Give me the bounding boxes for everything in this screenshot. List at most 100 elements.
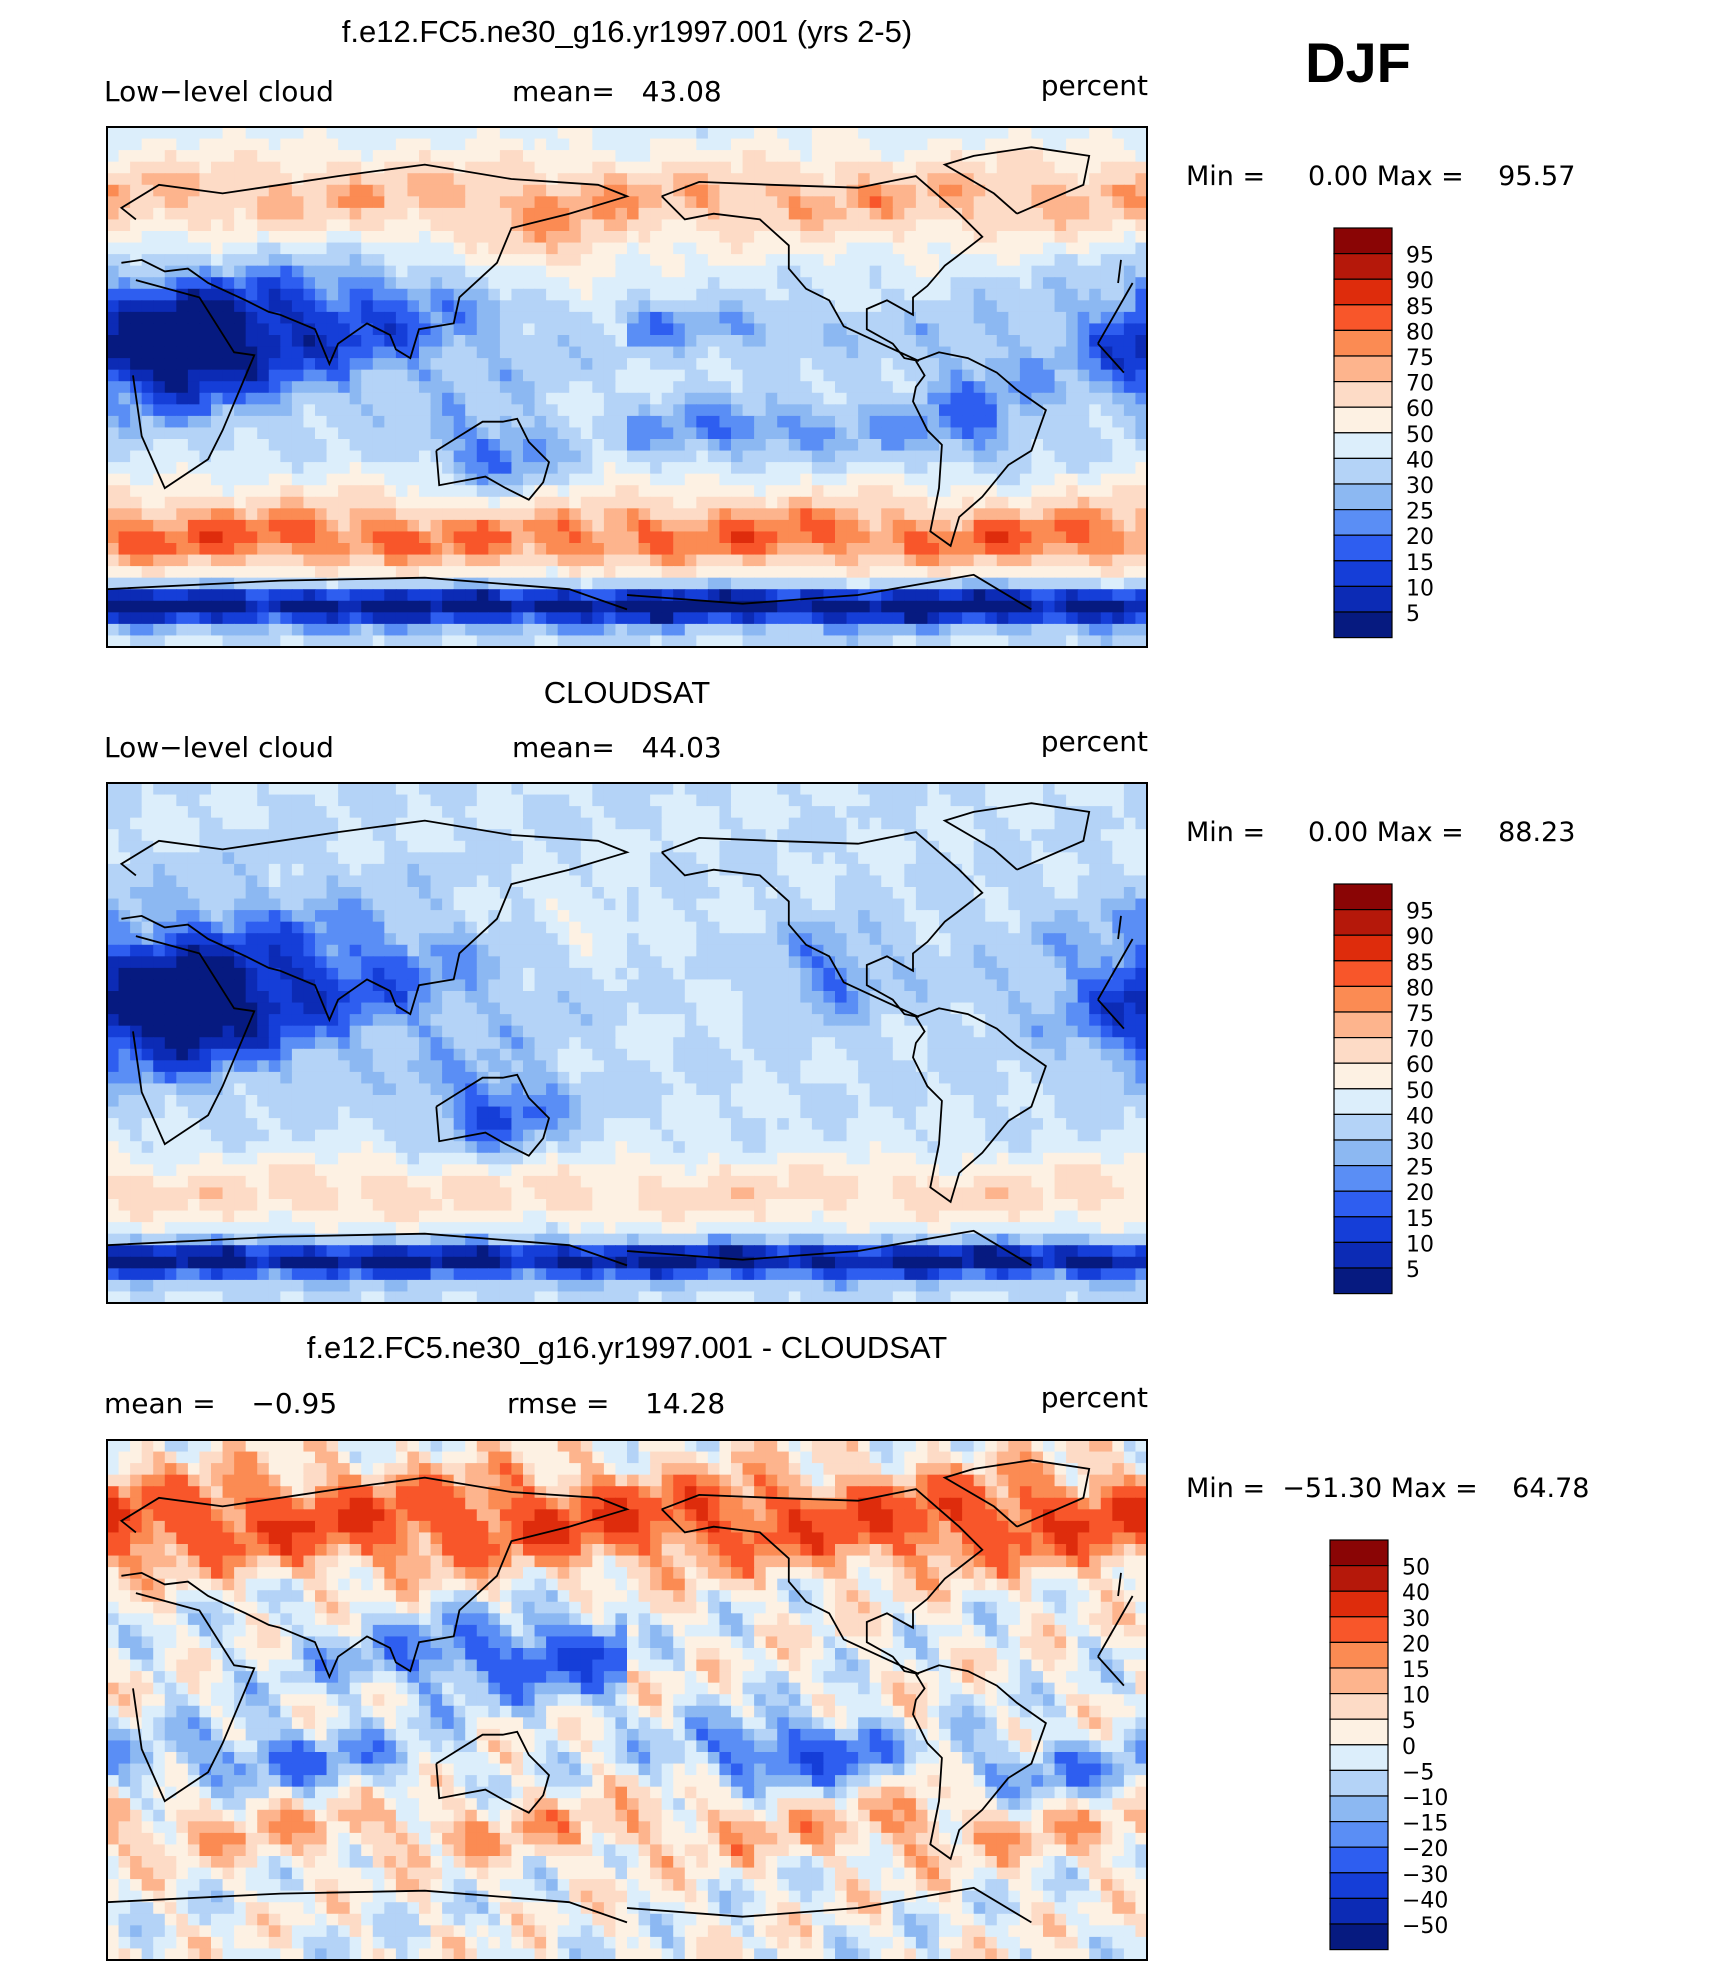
field-cell [800, 323, 813, 336]
field-cell [384, 840, 397, 853]
field-cell [442, 277, 455, 290]
field-cell [419, 473, 432, 486]
field-cell [996, 806, 1009, 819]
field-cell [1008, 887, 1021, 900]
field-cell [915, 554, 929, 567]
field-cell [846, 207, 859, 221]
field-cell [754, 161, 767, 174]
field-cell [361, 806, 374, 819]
field-cell [858, 439, 871, 452]
field-cell [823, 242, 836, 255]
field-cell [650, 783, 663, 796]
field-cell [245, 635, 258, 647]
field-cell [650, 531, 663, 544]
field-cell [603, 485, 617, 498]
field-cell [592, 427, 605, 440]
field-cell [754, 887, 767, 900]
field-cell [754, 277, 767, 290]
field-cell [892, 288, 905, 301]
field-cell [280, 566, 293, 579]
field-cell [211, 254, 224, 267]
field-cell [707, 392, 721, 405]
field-cell [811, 231, 825, 244]
field-cell [1008, 288, 1021, 301]
field-cell [1077, 600, 1090, 613]
field-cell [627, 277, 640, 290]
field-cell [719, 554, 732, 567]
field-cell [511, 508, 524, 521]
field-cell [569, 288, 582, 301]
field-cell [1100, 852, 1113, 865]
field-cell [384, 783, 397, 796]
field-cell [499, 196, 513, 209]
field-cell [603, 462, 617, 475]
field-cell [338, 887, 351, 900]
field-cell [800, 519, 813, 533]
field-cell [673, 806, 686, 819]
field-cell [488, 600, 501, 613]
field-cell [222, 127, 235, 140]
field-cell [650, 150, 663, 163]
field-cell [615, 323, 628, 336]
field-cell [1089, 600, 1102, 613]
field-cell [546, 543, 559, 556]
field-cell [384, 254, 397, 267]
field-cell [661, 219, 674, 232]
field-cell [222, 783, 235, 796]
field-cell [580, 439, 593, 452]
field-cell [719, 311, 732, 325]
field-cell [107, 806, 120, 819]
field-cell [1019, 265, 1033, 278]
field-cell [1031, 127, 1044, 140]
field-cell [407, 358, 420, 371]
field-cell [465, 852, 478, 865]
field-cell [638, 450, 651, 463]
field-cell [176, 346, 189, 359]
field-cell [118, 519, 131, 533]
field-cell [673, 138, 686, 151]
field-cell [442, 852, 455, 865]
field-cell [719, 265, 732, 278]
field-cell [777, 392, 790, 405]
field-cell [523, 589, 536, 602]
field-cell [245, 207, 258, 221]
field-cell [973, 150, 986, 163]
field-cell [580, 783, 593, 796]
field-cell [349, 358, 362, 371]
field-cell [499, 381, 513, 394]
field-cell [442, 323, 455, 336]
field-cell [1054, 381, 1067, 394]
field-cell [187, 207, 201, 221]
field-cell [245, 335, 258, 348]
field-cell [996, 161, 1009, 174]
field-cell [765, 184, 778, 197]
field-cell [499, 127, 513, 140]
field-cell [835, 817, 848, 830]
field-cell [1008, 323, 1021, 336]
field-cell [153, 863, 166, 877]
field-cell [742, 369, 755, 382]
field-cell [257, 485, 270, 498]
field-cell [1054, 462, 1067, 475]
field-cell [419, 439, 432, 452]
field-cell [719, 806, 732, 819]
field-cell [465, 311, 478, 325]
field-cell [187, 519, 201, 533]
field-cell [430, 369, 443, 382]
field-cell [534, 231, 547, 244]
field-cell [881, 415, 894, 429]
field-cell [835, 254, 848, 267]
field-cell [407, 231, 420, 244]
field-cell [245, 265, 258, 278]
field-cell [800, 358, 813, 371]
field-cell [1089, 254, 1102, 267]
field-cell [361, 392, 374, 405]
field-cell [719, 277, 732, 290]
field-cell [395, 196, 409, 209]
field-cell [476, 242, 489, 255]
field-cell [384, 439, 397, 452]
field-cell [800, 635, 813, 647]
field-cell [349, 566, 362, 579]
field-cell [731, 840, 744, 853]
field-cell [107, 265, 120, 278]
